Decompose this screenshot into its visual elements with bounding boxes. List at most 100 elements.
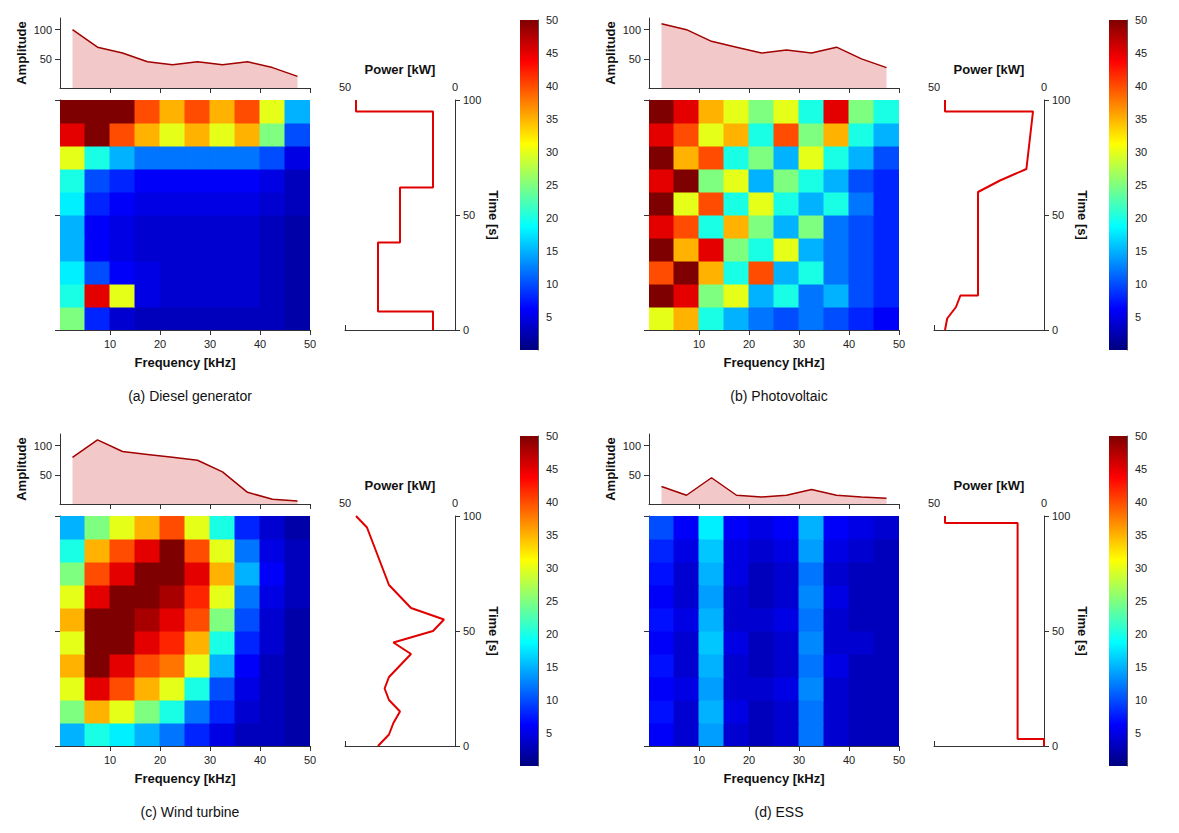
svg-text:10: 10: [546, 278, 558, 290]
svg-text:Amplitude: Amplitude: [14, 21, 29, 85]
svg-text:100: 100: [463, 510, 481, 522]
svg-text:10: 10: [104, 754, 116, 766]
svg-text:50: 50: [339, 81, 351, 93]
svg-text:50: 50: [304, 338, 316, 350]
svg-text:100: 100: [1052, 510, 1070, 522]
svg-text:(c) Wind turbine: (c) Wind turbine: [141, 804, 240, 820]
svg-text:30: 30: [793, 754, 805, 766]
svg-text:30: 30: [793, 338, 805, 350]
svg-text:40: 40: [843, 338, 855, 350]
svg-text:45: 45: [546, 463, 558, 475]
svg-text:50: 50: [1135, 430, 1147, 442]
svg-text:30: 30: [1135, 562, 1147, 574]
svg-text:Frequency [kHz]: Frequency [kHz]: [723, 771, 824, 786]
svg-text:40: 40: [546, 496, 558, 508]
svg-text:20: 20: [1135, 212, 1147, 224]
svg-text:35: 35: [546, 529, 558, 541]
svg-text:(d) ESS: (d) ESS: [754, 804, 803, 820]
svg-text:20: 20: [743, 338, 755, 350]
svg-text:50: 50: [40, 53, 52, 65]
svg-text:Frequency [kHz]: Frequency [kHz]: [134, 771, 235, 786]
svg-text:30: 30: [546, 146, 558, 158]
svg-text:15: 15: [1135, 245, 1147, 257]
svg-text:50: 50: [629, 53, 641, 65]
svg-text:Frequency [kHz]: Frequency [kHz]: [134, 355, 235, 370]
svg-text:10: 10: [104, 338, 116, 350]
svg-text:40: 40: [1135, 80, 1147, 92]
svg-text:20: 20: [154, 338, 166, 350]
svg-text:(a) Diesel generator: (a) Diesel generator: [128, 388, 252, 404]
svg-text:100: 100: [463, 94, 481, 106]
svg-text:Time [s]: Time [s]: [486, 606, 501, 656]
svg-text:20: 20: [1135, 628, 1147, 640]
svg-text:30: 30: [546, 562, 558, 574]
svg-text:Power [kW]: Power [kW]: [954, 478, 1025, 493]
svg-text:100: 100: [623, 24, 641, 36]
svg-text:0: 0: [452, 497, 458, 509]
svg-text:Frequency [kHz]: Frequency [kHz]: [723, 355, 824, 370]
svg-text:0: 0: [1052, 324, 1058, 336]
svg-text:50: 50: [339, 497, 351, 509]
svg-text:25: 25: [546, 179, 558, 191]
svg-text:15: 15: [546, 661, 558, 673]
svg-text:30: 30: [204, 338, 216, 350]
svg-text:5: 5: [546, 311, 552, 323]
svg-text:10: 10: [693, 338, 705, 350]
svg-text:35: 35: [1135, 113, 1147, 125]
svg-text:35: 35: [546, 113, 558, 125]
svg-text:Time [s]: Time [s]: [1075, 606, 1090, 656]
svg-text:Amplitude: Amplitude: [14, 437, 29, 501]
svg-text:100: 100: [1052, 94, 1070, 106]
svg-text:50: 50: [1052, 209, 1064, 221]
svg-text:Amplitude: Amplitude: [603, 21, 618, 85]
svg-text:45: 45: [1135, 47, 1147, 59]
svg-text:10: 10: [546, 694, 558, 706]
svg-text:45: 45: [1135, 463, 1147, 475]
svg-text:50: 50: [546, 14, 558, 26]
svg-text:25: 25: [1135, 595, 1147, 607]
svg-text:50: 50: [463, 209, 475, 221]
svg-text:0: 0: [463, 740, 469, 752]
svg-text:Power [kW]: Power [kW]: [365, 62, 436, 77]
svg-text:35: 35: [1135, 529, 1147, 541]
svg-text:100: 100: [34, 440, 52, 452]
svg-text:20: 20: [743, 754, 755, 766]
svg-text:50: 50: [893, 754, 905, 766]
svg-text:5: 5: [1135, 311, 1141, 323]
svg-text:Time [s]: Time [s]: [486, 190, 501, 240]
svg-text:0: 0: [1041, 81, 1047, 93]
svg-text:50: 50: [629, 469, 641, 481]
svg-text:10: 10: [1135, 278, 1147, 290]
svg-text:25: 25: [1135, 179, 1147, 191]
svg-text:40: 40: [546, 80, 558, 92]
svg-text:40: 40: [843, 754, 855, 766]
svg-text:45: 45: [546, 47, 558, 59]
svg-text:0: 0: [1052, 740, 1058, 752]
svg-text:50: 50: [1052, 625, 1064, 637]
svg-text:100: 100: [623, 440, 641, 452]
svg-text:0: 0: [463, 324, 469, 336]
svg-text:5: 5: [1135, 727, 1141, 739]
svg-text:40: 40: [1135, 496, 1147, 508]
svg-text:50: 50: [928, 81, 940, 93]
svg-text:40: 40: [254, 338, 266, 350]
svg-text:5: 5: [546, 727, 552, 739]
svg-text:20: 20: [546, 212, 558, 224]
svg-text:50: 50: [40, 469, 52, 481]
svg-text:30: 30: [204, 754, 216, 766]
svg-text:100: 100: [34, 24, 52, 36]
svg-text:Time [s]: Time [s]: [1075, 190, 1090, 240]
svg-text:50: 50: [1135, 14, 1147, 26]
svg-text:0: 0: [1041, 497, 1047, 509]
svg-text:(b) Photovoltaic: (b) Photovoltaic: [730, 388, 827, 404]
svg-text:Power [kW]: Power [kW]: [954, 62, 1025, 77]
svg-text:50: 50: [546, 430, 558, 442]
svg-text:50: 50: [928, 497, 940, 509]
svg-text:50: 50: [463, 625, 475, 637]
svg-text:25: 25: [546, 595, 558, 607]
svg-text:10: 10: [1135, 694, 1147, 706]
svg-text:Power [kW]: Power [kW]: [365, 478, 436, 493]
svg-text:0: 0: [452, 81, 458, 93]
svg-text:40: 40: [254, 754, 266, 766]
svg-text:10: 10: [693, 754, 705, 766]
